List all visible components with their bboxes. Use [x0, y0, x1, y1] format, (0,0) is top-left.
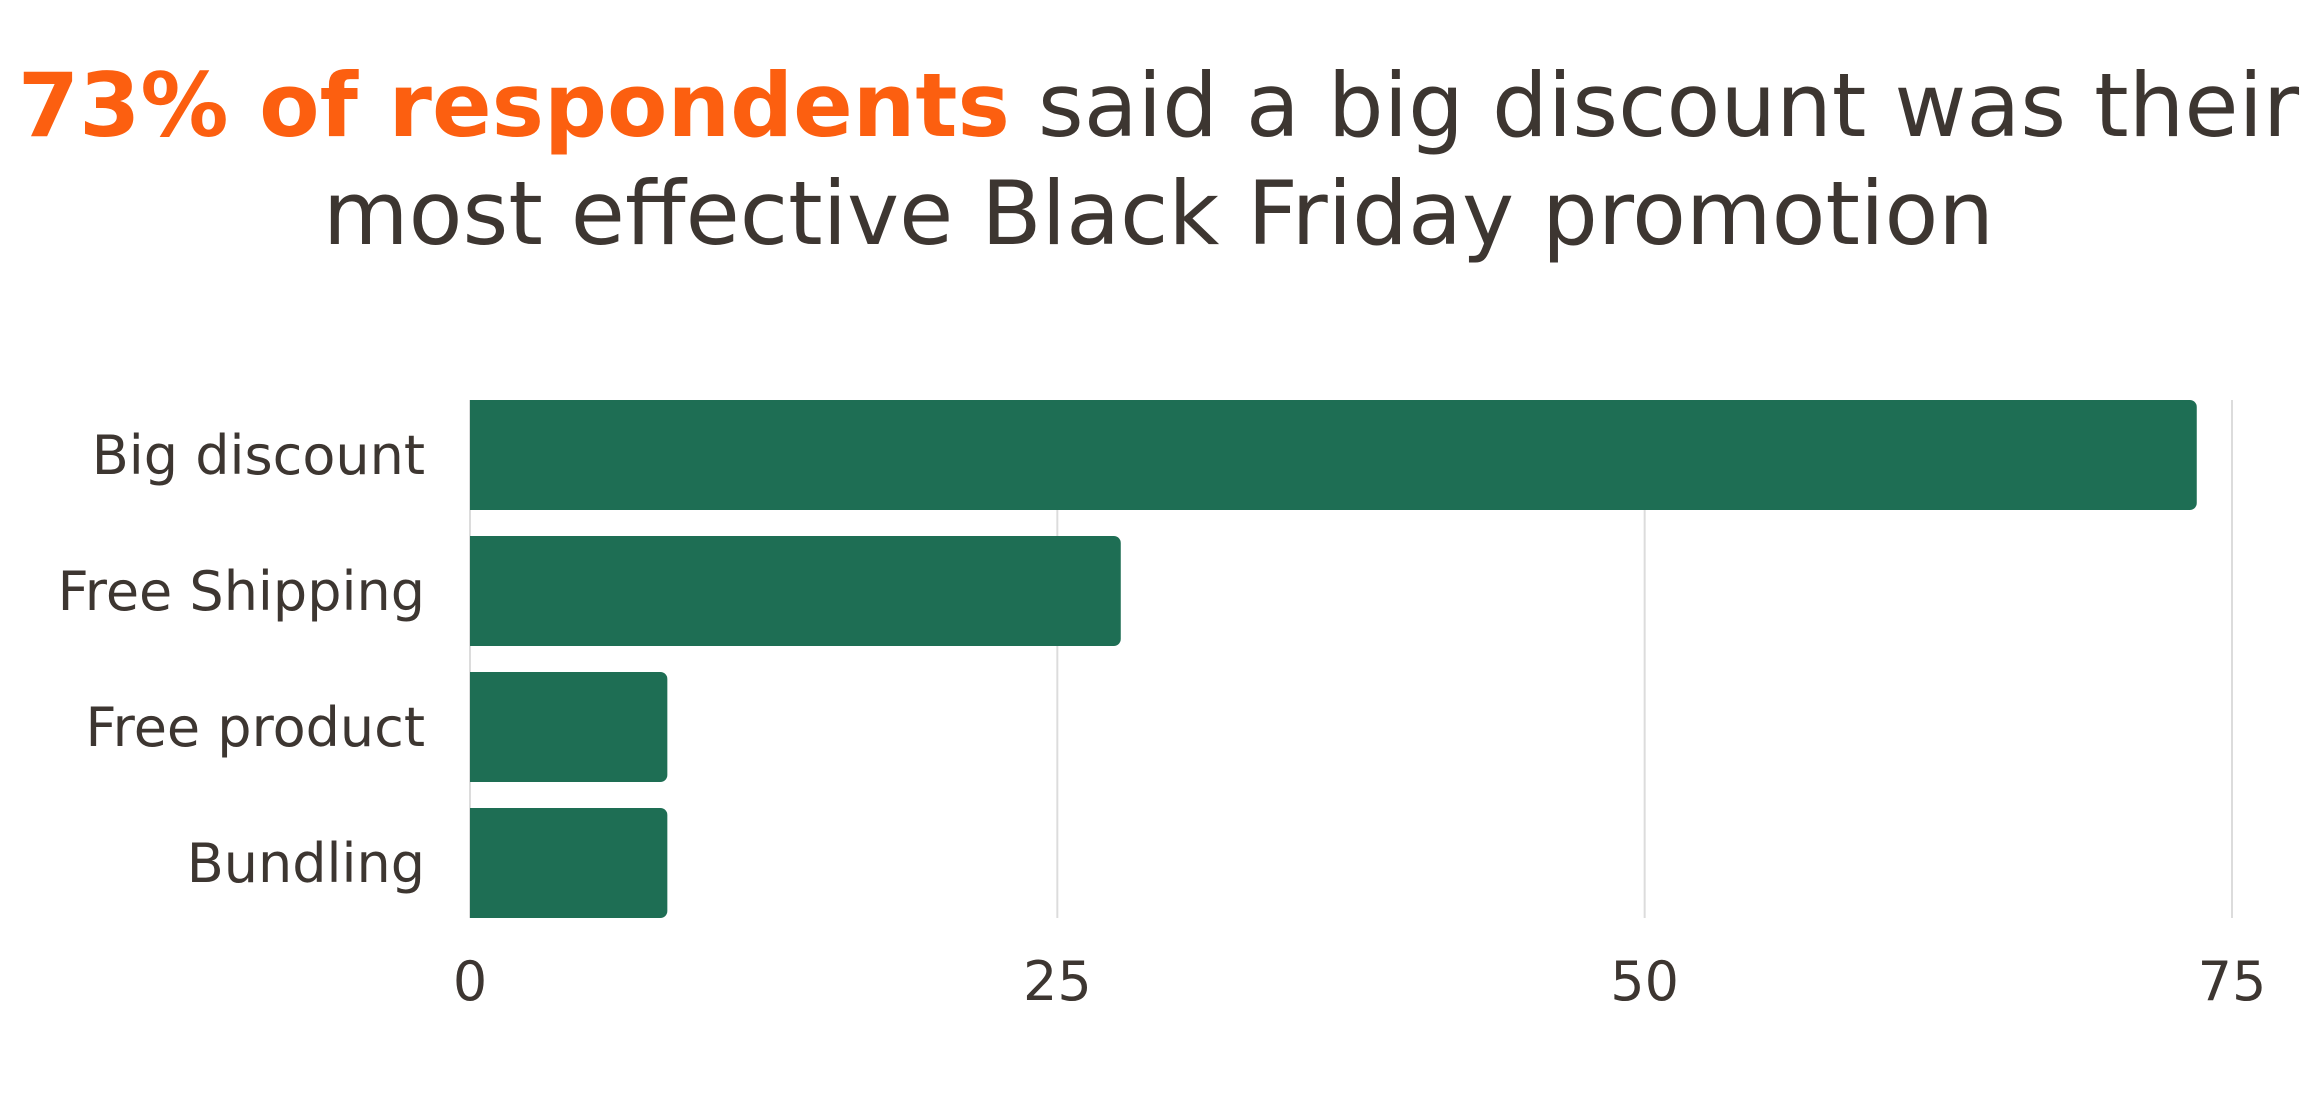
x-tick-label: 25 [1023, 950, 1092, 1013]
bar [470, 808, 668, 918]
bar [470, 672, 668, 782]
x-tick-label: 0 [453, 950, 487, 1013]
category-label: Big discount [92, 424, 425, 487]
title-line1-rest: said a big discount was their [1009, 54, 2300, 157]
x-tick-label: 50 [1610, 950, 1679, 1013]
category-label: Free Shipping [58, 560, 425, 623]
x-tick-label: 75 [2198, 950, 2267, 1013]
bars [470, 400, 2197, 918]
title-line2: most effective Black Friday promotion [322, 162, 1995, 265]
x-axis-ticks: 0 25 50 75 [453, 950, 2267, 1013]
bar-base [470, 536, 480, 646]
bar [470, 400, 2197, 510]
category-label: Free product [86, 696, 425, 759]
bar [470, 536, 1121, 646]
bar-base [470, 808, 480, 918]
bar-base [470, 400, 480, 510]
title-highlight: 73% of respondents [17, 54, 1010, 157]
category-label: Bundling [187, 832, 425, 895]
bar-base [470, 672, 480, 782]
chart-title: 73% of respondents said a big discount w… [0, 52, 2317, 268]
category-labels: Big discount Free Shipping Free product Bun… [58, 424, 425, 895]
